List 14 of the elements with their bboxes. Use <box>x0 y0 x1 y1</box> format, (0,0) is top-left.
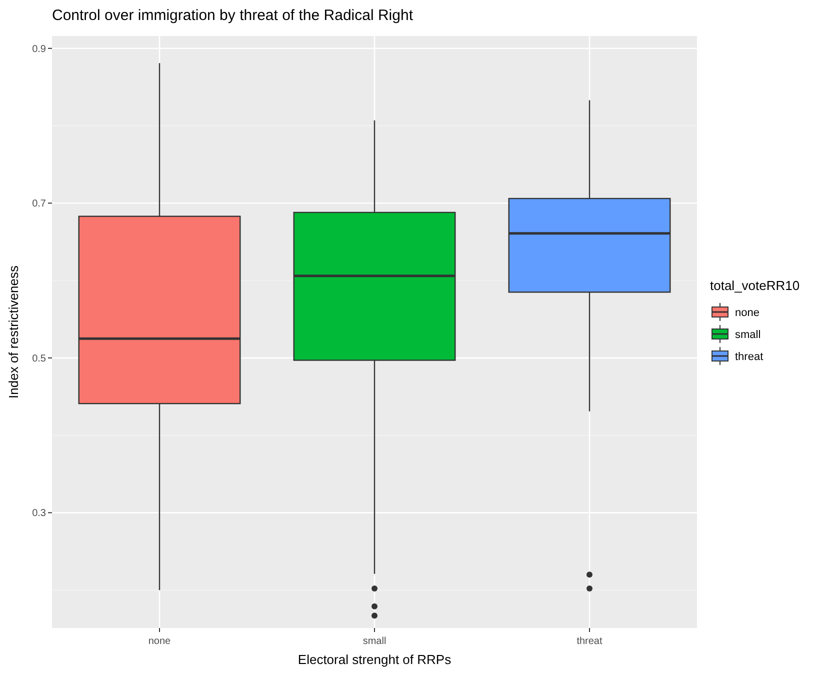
y-tick-label: 0.5 <box>32 353 46 364</box>
x-tick-label: threat <box>576 636 603 647</box>
legend-label: small <box>735 328 761 341</box>
y-tick-label: 0.7 <box>32 198 46 210</box>
y-tick-label: 0.9 <box>32 44 46 55</box>
x-tick-label: small <box>362 636 386 647</box>
y-axis-title: Index of restrictiveness <box>6 265 21 398</box>
x-axis-title: Electoral strenght of RRPs <box>298 652 452 667</box>
legend-label: none <box>735 306 760 319</box>
y-tick-label: 0.3 <box>32 508 46 520</box>
x-tick-label: none <box>148 636 172 647</box>
legend-title: total_voteRR10 <box>710 278 800 293</box>
legend-label: threat <box>735 350 764 363</box>
chart-title: Control over immigration by threat of the Radical Right <box>52 7 414 24</box>
